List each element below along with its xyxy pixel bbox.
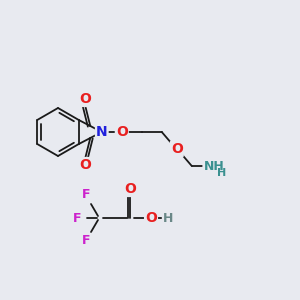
Text: F: F xyxy=(82,235,90,248)
Text: F: F xyxy=(82,188,90,202)
Text: O: O xyxy=(124,182,136,196)
Text: NH: NH xyxy=(203,160,224,172)
Text: O: O xyxy=(79,92,91,106)
Text: O: O xyxy=(171,142,183,156)
Text: F: F xyxy=(73,212,81,224)
Text: O: O xyxy=(145,211,157,225)
Text: H: H xyxy=(217,168,226,178)
Text: O: O xyxy=(116,125,128,139)
Text: H: H xyxy=(163,212,173,224)
Text: N: N xyxy=(96,125,108,139)
Text: O: O xyxy=(79,158,91,172)
